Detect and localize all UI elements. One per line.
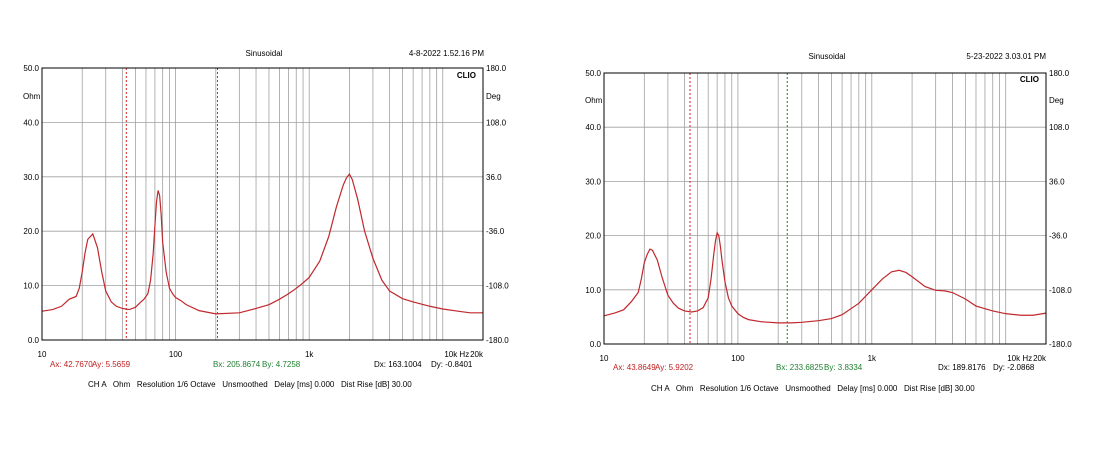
x-tick-label: 20k [1033,354,1047,363]
x-tick-label: 10 [600,354,609,363]
y-ticks: 0.0 10.0 20.0 30.0 40.0 50.0 [585,69,601,349]
cursor-b-x-readout: Bx: 233.6825 [776,363,824,372]
y-tick-label: 20.0 [585,232,601,241]
y-tick-label: 50.0 [585,69,601,78]
y-tick-label: 30.0 [585,177,601,186]
y2-tick-label: 108.0 [486,118,507,127]
grid [604,73,1046,344]
delta-x-readout: Dx: 163.1004 [374,360,422,369]
y2-ticks: -180.0 -108.0 -36.0 36.0 108.0 180.0 [1049,69,1072,349]
cursor-a-x-readout: Ax: 43.8649 [613,363,656,372]
y-tick-label: 40.0 [23,118,39,127]
x-ticks: 10 100 1k 10k Hz 20k [38,350,484,359]
y2-tick-label: -180.0 [1049,340,1072,349]
impedance-chart-1: Sinusoidal 4-8-2022 1.52.16 PM CLIO Ohm … [23,49,509,389]
y2-axis-label: Deg [486,92,501,101]
chart-title: Sinusoidal [809,52,846,61]
plot-frame [41,67,484,341]
y2-tick-label: 36.0 [486,173,502,182]
brand-label: CLIO [457,71,476,80]
cursors [689,73,788,344]
y-tick-label: 10.0 [23,282,39,291]
y2-tick-label: -36.0 [486,227,505,236]
x-tick-label: 100 [731,354,745,363]
x-tick-label: 100 [169,350,183,359]
y-tick-label: 10.0 [585,286,601,295]
y2-axis-label: Deg [1049,96,1064,105]
y-tick-label: 40.0 [585,123,601,132]
y2-tick-label: 180.0 [1049,69,1070,78]
cursors [125,68,218,340]
y2-tick-label: -180.0 [486,336,509,345]
impedance-chart-2: Sinusoidal 5-23-2022 3.03.01 PM CLIO Ohm… [585,52,1072,393]
grid [42,68,483,340]
cursor-a-y-readout: Ay: 5.9202 [655,363,694,372]
y-tick-label: 50.0 [23,64,39,73]
x-tick-label: 1k [305,350,314,359]
x-ticks: 10 100 1k 10k Hz 20k [600,354,1047,363]
cursor-b-y-readout: By: 3.8334 [824,363,863,372]
chart-title: Sinusoidal [246,49,283,58]
brand-label: CLIO [1020,75,1039,84]
y2-tick-label: 180.0 [486,64,507,73]
delta-x-readout: Dx: 189.8176 [938,363,986,372]
y2-tick-label: -108.0 [1049,286,1072,295]
x-tick-label: 20k [470,350,484,359]
y2-tick-label: -108.0 [486,282,509,291]
y2-tick-label: -36.0 [1049,232,1068,241]
y-ticks: 0.0 10.0 20.0 30.0 40.0 50.0 [23,64,39,345]
x-tick-label: 1k [868,354,877,363]
chart-timestamp: 4-8-2022 1.52.16 PM [409,49,484,58]
x-tick-label: 10k Hz [1007,354,1032,363]
y2-tick-label: 36.0 [1049,177,1065,186]
y2-tick-label: 108.0 [1049,123,1070,132]
curve [41,172,483,315]
y-tick-label: 0.0 [28,336,40,345]
settings-footer: CH A Ohm Resolution 1/6 Octave Unsmoothe… [88,380,412,389]
curve [603,231,1047,324]
y-tick-label: 0.0 [590,340,602,349]
settings-footer: CH A Ohm Resolution 1/6 Octave Unsmoothe… [651,384,975,393]
cursor-a-y-readout: Ay: 5.5659 [92,360,131,369]
x-tick-label: 10k Hz [444,350,469,359]
y-axis-label: Ohm [23,92,41,101]
y-axis-label: Ohm [585,96,603,105]
chart-timestamp: 5-23-2022 3.03.01 PM [966,52,1046,61]
plot-frame [603,72,1047,345]
y2-ticks: -180.0 -108.0 -36.0 36.0 108.0 180.0 [486,64,509,345]
impedance-curve [41,172,483,315]
y-tick-label: 20.0 [23,227,39,236]
cursor-a-x-readout: Ax: 42.7670 [50,360,93,369]
y-tick-label: 30.0 [23,173,39,182]
delta-y-readout: Dy: -2.0868 [993,363,1035,372]
impedance-curve [603,231,1047,324]
delta-y-readout: Dy: -0.8401 [431,360,473,369]
cursor-b-x-readout: Bx: 205.8674 [213,360,261,369]
x-tick-label: 10 [38,350,47,359]
cursor-b-y-readout: By: 4.7258 [262,360,301,369]
